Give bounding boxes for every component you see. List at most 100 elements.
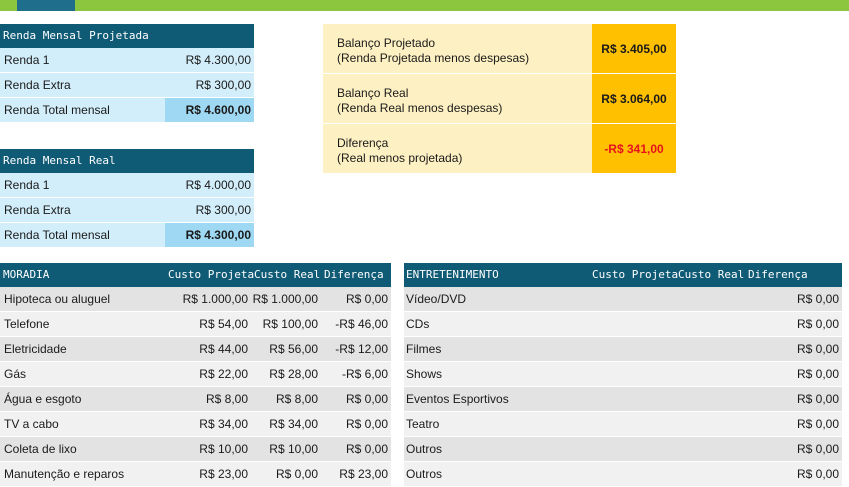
- actual-cost[interactable]: [672, 437, 745, 461]
- projected-cost[interactable]: [583, 362, 672, 386]
- difference: R$ 0,00: [345, 292, 388, 306]
- projected-cost[interactable]: R$ 44,00: [199, 342, 248, 356]
- actual-cost[interactable]: [672, 462, 745, 486]
- balance-value[interactable]: -R$ 341,00: [592, 124, 676, 173]
- projected-cost[interactable]: R$ 23,00: [199, 467, 248, 481]
- actual-cost[interactable]: R$ 8,00: [275, 392, 318, 406]
- balance-row[interactable]: Balanço Real (Renda Real menos despesas)…: [323, 74, 676, 124]
- row-label: Outros: [406, 442, 443, 456]
- difference: R$ 0,00: [796, 467, 839, 481]
- balance-row[interactable]: Diferença (Real menos projetada) -R$ 341…: [323, 124, 676, 174]
- renda-real-table: Renda Mensal Real Renda 1 R$ 4.000,00 Re…: [0, 149, 254, 248]
- projected-cost[interactable]: [583, 337, 672, 361]
- total-row[interactable]: Renda Total mensal R$ 4.600,00: [0, 98, 254, 123]
- actual-cost[interactable]: [672, 337, 745, 361]
- actual-cost[interactable]: R$ 100,00: [262, 317, 318, 331]
- projected-cost[interactable]: R$ 34,00: [199, 417, 248, 431]
- table-row[interactable]: Coleta de lixo R$ 10,00 R$ 10,00 R$ 0,00: [0, 437, 391, 462]
- row-label: Hipoteca ou aluguel: [4, 292, 111, 306]
- active-sheet-tab[interactable]: [17, 0, 75, 11]
- difference: R$ 0,00: [796, 292, 839, 306]
- actual-cost[interactable]: R$ 28,00: [269, 367, 318, 381]
- projected-cost[interactable]: [583, 462, 672, 486]
- table-row[interactable]: Gás R$ 22,00 R$ 28,00 -R$ 6,00: [0, 362, 391, 387]
- projected-cost[interactable]: R$ 1.000,00: [182, 292, 248, 306]
- actual-cost[interactable]: [672, 287, 745, 311]
- difference: R$ 0,00: [796, 342, 839, 356]
- actual-cost[interactable]: [672, 362, 745, 386]
- actual-cost[interactable]: R$ 56,00: [269, 342, 318, 356]
- total-label: Renda Total mensal: [4, 228, 110, 242]
- total-value[interactable]: R$ 4.300,00: [165, 223, 254, 247]
- table-row[interactable]: Teatro R$ 0,00: [404, 412, 842, 437]
- total-row[interactable]: Renda Total mensal R$ 4.300,00: [0, 223, 254, 248]
- balance-label: Balanço Projetado (Renda Projetada menos…: [323, 24, 592, 73]
- table-row[interactable]: CDs R$ 0,00: [404, 312, 842, 337]
- row-label: Gás: [4, 367, 27, 381]
- table-row[interactable]: Outros R$ 0,00: [404, 437, 842, 462]
- row-label: Eventos Esportivos: [406, 392, 509, 406]
- row-label: Filmes: [406, 342, 442, 356]
- renda-real-header: Renda Mensal Real: [0, 149, 254, 173]
- table-row[interactable]: Renda 1 R$ 4.300,00: [0, 48, 254, 73]
- total-value[interactable]: R$ 4.600,00: [165, 98, 254, 122]
- balance-summary: Balanço Projetado (Renda Projetada menos…: [323, 24, 676, 174]
- table-row[interactable]: Renda Extra R$ 300,00: [0, 73, 254, 98]
- difference: R$ 0,00: [796, 392, 839, 406]
- projected-cost[interactable]: [583, 312, 672, 336]
- row-label: Telefone: [4, 317, 50, 331]
- difference: R$ 0,00: [796, 367, 839, 381]
- row-label: Eletricidade: [4, 342, 67, 356]
- row-value[interactable]: R$ 4.300,00: [185, 53, 251, 67]
- table-row[interactable]: Vídeo/DVD R$ 0,00: [404, 287, 842, 312]
- top-accent-bar: [0, 0, 849, 11]
- table-row[interactable]: Renda Extra R$ 300,00: [0, 198, 254, 223]
- row-label: TV a cabo: [4, 417, 59, 431]
- col-header-category: ENTRETENIMENTO: [406, 268, 499, 281]
- projected-cost[interactable]: R$ 54,00: [199, 317, 248, 331]
- projected-cost[interactable]: [583, 387, 672, 411]
- actual-cost[interactable]: R$ 0,00: [275, 467, 318, 481]
- actual-cost[interactable]: R$ 1.000,00: [252, 292, 318, 306]
- table-row[interactable]: TV a cabo R$ 34,00 R$ 34,00 R$ 0,00: [0, 412, 391, 437]
- moradia-header: MORADIA Custo Projetado Custo Real Difer…: [0, 263, 391, 287]
- actual-cost[interactable]: [672, 387, 745, 411]
- table-row[interactable]: Renda 1 R$ 4.000,00: [0, 173, 254, 198]
- actual-cost[interactable]: [672, 312, 745, 336]
- table-row[interactable]: Outros R$ 0,00: [404, 462, 842, 487]
- col-header-projected: Custo Projetado: [168, 268, 254, 281]
- projected-cost[interactable]: R$ 8,00: [205, 392, 248, 406]
- balance-value[interactable]: R$ 3.064,00: [592, 74, 676, 123]
- row-label: Renda 1: [4, 178, 50, 192]
- balance-title: Balanço Real: [337, 86, 409, 100]
- actual-cost[interactable]: [672, 412, 745, 436]
- row-value[interactable]: R$ 300,00: [195, 203, 251, 217]
- row-value[interactable]: R$ 300,00: [195, 78, 251, 92]
- difference: R$ 0,00: [345, 417, 388, 431]
- entretenimento-header: ENTRETENIMENTO Custo Projetado Custo Rea…: [404, 263, 842, 287]
- table-row[interactable]: Telefone R$ 54,00 R$ 100,00 -R$ 46,00: [0, 312, 391, 337]
- row-value[interactable]: R$ 4.000,00: [185, 178, 251, 192]
- balance-label: Diferença (Real menos projetada): [323, 124, 592, 173]
- table-row[interactable]: Hipoteca ou aluguel R$ 1.000,00 R$ 1.000,0…: [0, 287, 391, 312]
- renda-projetada-header: Renda Mensal Projetada: [0, 24, 254, 48]
- table-row[interactable]: Filmes R$ 0,00: [404, 337, 842, 362]
- table-row[interactable]: Água e esgoto R$ 8,00 R$ 8,00 R$ 0,00: [0, 387, 391, 412]
- projected-cost[interactable]: [583, 437, 672, 461]
- table-row[interactable]: Eventos Esportivos R$ 0,00: [404, 387, 842, 412]
- projected-cost[interactable]: [583, 287, 672, 311]
- actual-cost[interactable]: R$ 34,00: [269, 417, 318, 431]
- table-row[interactable]: Shows R$ 0,00: [404, 362, 842, 387]
- difference: -R$ 6,00: [341, 367, 388, 381]
- balance-row[interactable]: Balanço Projetado (Renda Projetada menos…: [323, 24, 676, 74]
- projected-cost[interactable]: R$ 10,00: [199, 442, 248, 456]
- row-label: Manutenção e reparos: [4, 467, 125, 481]
- balance-value[interactable]: R$ 3.405,00: [592, 24, 676, 73]
- table-row[interactable]: Eletricidade R$ 44,00 R$ 56,00 -R$ 12,00: [0, 337, 391, 362]
- difference: -R$ 12,00: [335, 342, 388, 356]
- actual-cost[interactable]: R$ 10,00: [269, 442, 318, 456]
- table-row[interactable]: Manutenção e reparos R$ 23,00 R$ 0,00 R$ 23…: [0, 462, 391, 487]
- row-label: Renda Extra: [4, 78, 71, 92]
- projected-cost[interactable]: R$ 22,00: [199, 367, 248, 381]
- projected-cost[interactable]: [583, 412, 672, 436]
